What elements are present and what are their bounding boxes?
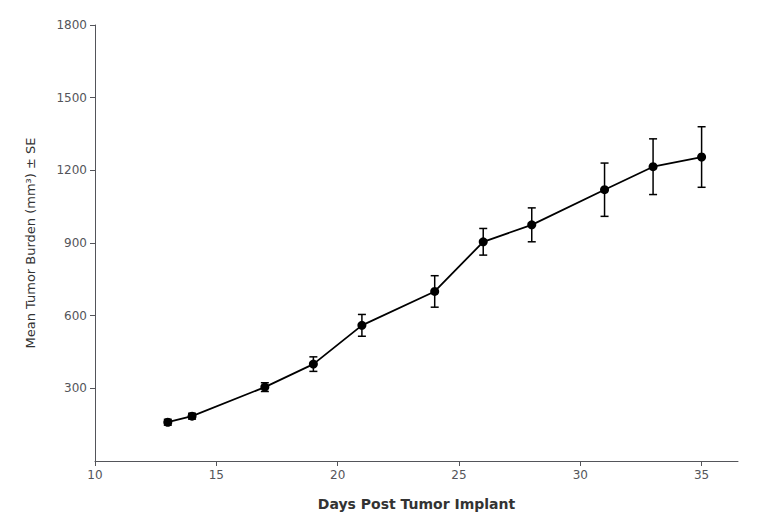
- svg-text:30: 30: [573, 468, 588, 482]
- svg-text:1800: 1800: [56, 18, 87, 32]
- svg-text:25: 25: [451, 468, 466, 482]
- svg-text:20: 20: [330, 468, 345, 482]
- svg-text:1200: 1200: [56, 163, 87, 177]
- svg-text:600: 600: [64, 309, 87, 323]
- svg-text:Days Post Tumor Implant: Days Post Tumor Implant: [318, 496, 516, 512]
- svg-text:900: 900: [64, 236, 87, 250]
- svg-text:Mean Tumor Burden (mm³) ± SE: Mean Tumor Burden (mm³) ± SE: [23, 137, 38, 348]
- svg-text:35: 35: [694, 468, 709, 482]
- svg-text:1500: 1500: [56, 91, 87, 105]
- svg-text:10: 10: [87, 468, 102, 482]
- svg-text:15: 15: [209, 468, 224, 482]
- svg-text:300: 300: [64, 381, 87, 395]
